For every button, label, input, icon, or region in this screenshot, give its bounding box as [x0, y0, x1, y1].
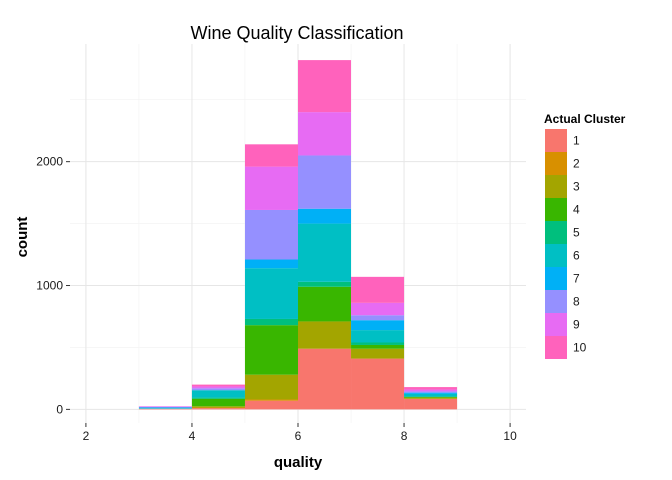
bar-segment-q5-cluster-5 — [244, 318, 298, 326]
y-tick-label: 1000 — [36, 279, 63, 293]
bar-segment-q6-cluster-5 — [298, 281, 352, 287]
bar-segment-q3-cluster-8 — [138, 406, 192, 408]
legend-label-cluster-7: 7 — [573, 272, 580, 286]
bar-segment-q7-cluster-10 — [351, 276, 405, 303]
legend-key-cluster-5 — [545, 221, 567, 244]
x-tick-label: 10 — [503, 429, 517, 443]
bar-segment-q6-cluster-4 — [298, 286, 352, 322]
bar-segment-q4-cluster-8 — [191, 388, 245, 391]
legend-label-cluster-2: 2 — [573, 157, 580, 171]
x-tick-label: 2 — [83, 429, 90, 443]
x-tick-label: 4 — [189, 429, 196, 443]
legend-key-cluster-1 — [545, 129, 567, 152]
legend: Actual Cluster 1 2 3 4 5 6 7 8 9 10 — [544, 112, 626, 359]
legend-label-cluster-10: 10 — [573, 341, 587, 355]
bar-segment-q8-cluster-8 — [404, 391, 458, 393]
bar-segment-q7-cluster-3 — [351, 348, 405, 359]
bar-segment-q6-cluster-10 — [298, 60, 352, 113]
bar-segment-q5-cluster-7 — [244, 259, 298, 269]
bar-segment-q7-cluster-9 — [351, 302, 405, 316]
bar-segment-q7-cluster-7 — [351, 320, 405, 331]
bar-segment-q8-cluster-4 — [404, 396, 458, 398]
bar-segment-q4-cluster-10 — [191, 384, 245, 387]
legend-key-cluster-6 — [545, 244, 567, 267]
bar-segment-q5-cluster-1 — [244, 400, 298, 410]
bar-segment-q8-cluster-7 — [404, 392, 458, 394]
bar-segment-q3-cluster-1 — [138, 408, 192, 410]
bar-segment-q6-cluster-3 — [298, 321, 352, 349]
bar-segment-q8-cluster-5 — [404, 396, 458, 397]
bar-segment-q7-cluster-1 — [351, 358, 405, 410]
bar-segment-q5-cluster-9 — [244, 166, 298, 210]
legend-label-cluster-9: 9 — [573, 318, 580, 332]
chart-title: Wine Quality Classification — [190, 23, 403, 43]
bar-segment-q7-cluster-5 — [351, 342, 405, 345]
legend-label-cluster-1: 1 — [573, 134, 580, 148]
bar-segment-q7-cluster-8 — [351, 315, 405, 321]
bar-segment-q6-cluster-9 — [298, 112, 352, 156]
legend-key-cluster-10 — [545, 336, 567, 359]
bar-segment-q3-cluster-9 — [138, 406, 192, 407]
legend-title: Actual Cluster — [544, 112, 626, 126]
bar-segment-q6-cluster-1 — [298, 348, 352, 410]
bar-segment-q5-cluster-2 — [244, 399, 298, 401]
legend-key-cluster-3 — [545, 175, 567, 198]
bar-segment-q5-cluster-10 — [244, 144, 298, 167]
bar-segment-q4-cluster-6 — [191, 390, 245, 398]
bar-segment-q7-cluster-4 — [351, 344, 405, 349]
legend-label-cluster-4: 4 — [573, 203, 580, 217]
bars-layer — [138, 60, 458, 410]
bar-segment-q8-cluster-6 — [404, 393, 458, 397]
x-axis-title: quality — [274, 454, 323, 471]
bar-segment-q4-cluster-5 — [191, 397, 245, 399]
x-tick-label: 8 — [401, 429, 408, 443]
bar-segment-q4-cluster-4 — [191, 398, 245, 407]
bar-segment-q3-cluster-6 — [138, 408, 192, 409]
tick-layer: 0 1000 2000 2 4 6 8 10 — [36, 155, 517, 443]
bar-segment-q5-cluster-8 — [244, 209, 298, 260]
bar-segment-q4-cluster-3 — [191, 406, 245, 408]
bar-segment-q5-cluster-4 — [244, 325, 298, 375]
x-tick-label: 6 — [295, 429, 302, 443]
bar-segment-q7-cluster-6 — [351, 330, 405, 343]
bar-segment-q8-cluster-10 — [404, 387, 458, 390]
bar-segment-q4-cluster-1 — [191, 408, 245, 410]
bar-segment-q3-cluster-7 — [138, 407, 192, 409]
bar-segment-q4-cluster-2 — [191, 407, 245, 409]
y-tick-label: 2000 — [36, 155, 63, 169]
bar-segment-q4-cluster-9 — [191, 386, 245, 389]
bar-segment-q6-cluster-6 — [298, 223, 352, 282]
bar-segment-q6-cluster-7 — [298, 208, 352, 224]
y-tick-label: 0 — [56, 402, 63, 416]
bar-segment-q5-cluster-6 — [244, 268, 298, 319]
bar-segment-q8-cluster-1 — [404, 398, 458, 410]
legend-key-cluster-8 — [545, 290, 567, 313]
legend-key-cluster-7 — [545, 267, 567, 290]
legend-items: 1 2 3 4 5 6 7 8 9 10 — [545, 129, 587, 359]
bar-segment-q6-cluster-8 — [298, 155, 352, 209]
bar-segment-q8-cluster-3 — [404, 397, 458, 399]
legend-label-cluster-3: 3 — [573, 180, 580, 194]
legend-key-cluster-4 — [545, 198, 567, 221]
bar-segment-q5-cluster-3 — [244, 374, 298, 400]
legend-label-cluster-5: 5 — [573, 226, 580, 240]
legend-label-cluster-8: 8 — [573, 295, 580, 309]
legend-label-cluster-6: 6 — [573, 249, 580, 263]
legend-key-cluster-2 — [545, 152, 567, 175]
y-axis-title: count — [14, 217, 31, 258]
bar-segment-q8-cluster-9 — [404, 389, 458, 392]
legend-key-cluster-9 — [545, 313, 567, 336]
